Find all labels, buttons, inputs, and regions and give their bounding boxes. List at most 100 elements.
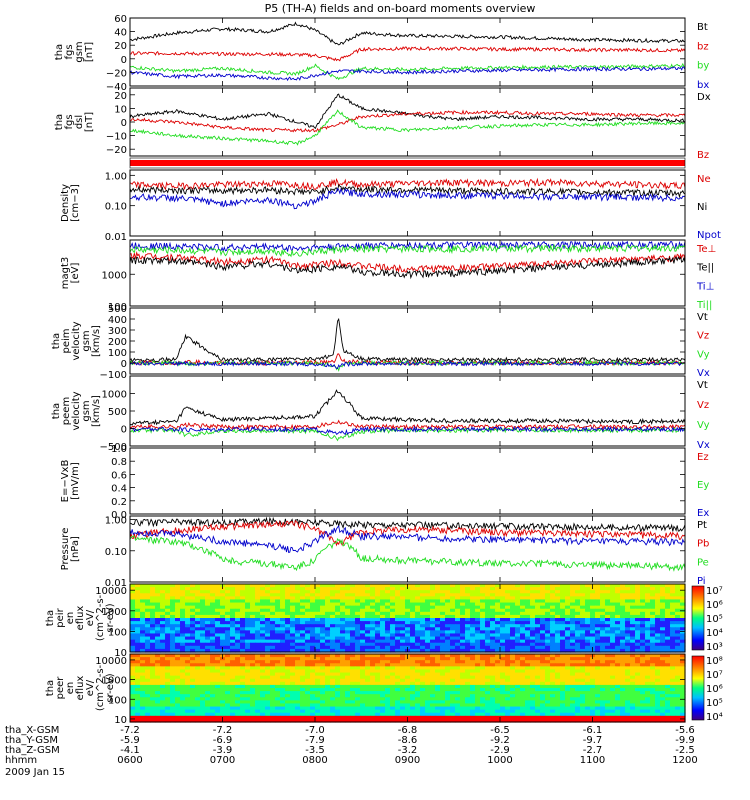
legend-entry: Vt — [697, 312, 708, 323]
series-line-Npot — [130, 187, 686, 210]
series-line-Te⊥ — [129, 251, 686, 273]
y-axis-label-line: tha — [51, 333, 62, 349]
legend-entry: Bt — [697, 22, 708, 33]
y-axis-label-line: tha — [54, 44, 65, 60]
footer-value: -3.9 — [213, 745, 233, 756]
panel-pressure: Pt Pb Pe Pi 1.00 0.10 0.01 Pressure [nPa] — [60, 515, 709, 589]
series-line-Pi — [129, 525, 686, 554]
legend-entry: Vz — [697, 400, 709, 411]
panel-frame — [129, 375, 686, 447]
legend-entry: Vx — [697, 440, 710, 451]
series-line-bz — [129, 46, 686, 62]
y-tick-label: 100 — [108, 302, 127, 313]
series-line-Bt — [129, 21, 686, 46]
legend-entry: Ex — [697, 508, 709, 519]
footer-row-label: tha_X-GSM — [5, 725, 59, 736]
y-tick-label: 0.6 — [111, 470, 127, 481]
panel-frame — [129, 515, 686, 583]
y-tick-label: 0.10 — [105, 547, 127, 558]
y-tick-label: 20 — [114, 41, 127, 52]
y-tick-label: 0.10 — [105, 202, 127, 213]
legend-entry: Pb — [697, 539, 709, 550]
legend-entry: Ti|| — [696, 300, 712, 311]
panel-e_field: Ez Ey Ex 1.0 0.8 0.6 0.4 0.2 0.0 E=−VxB [mV/m] — [60, 444, 709, 521]
series-line-Pe — [129, 535, 686, 572]
y-axis-label: tha fgs dsl [nT] — [54, 112, 95, 132]
y-tick-label: 200 — [108, 337, 127, 348]
panel-frame — [129, 87, 686, 157]
footer-value: -7.2 — [120, 725, 140, 736]
y-tick-label: −20 — [106, 145, 127, 156]
y-axis-label-line: [nPa] — [70, 536, 81, 562]
y-tick-label: 0 — [121, 55, 127, 66]
y-axis-label-line: magt3 — [60, 257, 71, 290]
series-line-Vt — [129, 389, 686, 426]
footer-value: -5.6 — [675, 725, 695, 736]
footer: tha_X-GSM -7.2 -7.2 -7.0 -6.8 -6.5 -6.1 -5.6 tha… — [5, 725, 698, 778]
y-axis-label-line: eflux — [75, 606, 86, 631]
colorbar-tick-label: 10³ — [706, 642, 723, 653]
spectrogram-peir_eflux — [130, 584, 686, 653]
y-axis-label-line: [nT] — [84, 42, 95, 62]
footer-value: -8.6 — [398, 735, 418, 746]
colorbar-tick-label: 10⁵ — [706, 698, 723, 709]
panel-frame — [129, 169, 686, 237]
colorbar-peer_eflux — [691, 655, 705, 721]
footer-value: 0900 — [395, 755, 420, 766]
legend-entry: Vz — [697, 331, 709, 342]
legend-entry: bz — [697, 41, 709, 52]
y-tick-label: 100 — [108, 695, 127, 706]
series-line-green — [129, 109, 686, 146]
legend-entry: Pt — [697, 520, 707, 531]
y-axis-label-line: [eV] — [70, 263, 81, 284]
y-tick-label: 500 — [108, 407, 127, 418]
footer-value: -4.1 — [120, 745, 140, 756]
series-line-Ni — [129, 183, 686, 199]
y-tick-label: −20 — [106, 68, 127, 79]
y-axis-label-line: [km/s] — [91, 325, 102, 357]
y-tick-label: 60 — [114, 14, 127, 25]
series-line-Vy — [129, 426, 686, 442]
footer-value: -6.1 — [583, 725, 603, 736]
y-axis-label: E=−VxB [mV/m] — [60, 460, 81, 503]
y-tick-label: 500 — [108, 304, 127, 315]
legend-entry: bx — [697, 80, 709, 91]
y-tick-label: 1000 — [102, 607, 127, 618]
panel-frame — [129, 447, 686, 515]
y-axis-label-line: gsm — [81, 400, 92, 421]
y-axis-label-line: sr-eV) — [105, 673, 116, 702]
colorbar-tick-label: 10⁷ — [706, 670, 723, 681]
y-tick-label: 300 — [108, 326, 127, 337]
footer-row-label: tha_Z-GSM — [5, 745, 60, 756]
y-tick-label: −10 — [106, 132, 127, 143]
panel-peem_velocity: Vt Vz Vy Vx 1000 500 0 −500 tha peem velocity gsm [k… — [51, 375, 710, 453]
legend-entry: Te|| — [696, 263, 714, 274]
y-axis-label-line: Pressure — [60, 528, 71, 571]
footer-value: 0800 — [302, 755, 327, 766]
y-tick-label: −40 — [106, 82, 127, 93]
y-axis-label: tha peem velocity gsm [km/s] — [51, 391, 102, 430]
y-axis-label-line: [mV/m] — [70, 462, 81, 500]
footer-value: -2.5 — [675, 745, 695, 756]
y-axis-label-line: en — [65, 612, 76, 625]
y-axis-label-line: E=−VxB — [60, 460, 71, 503]
legend-entry: Dx — [697, 92, 711, 103]
y-axis-label-line: (cm^2-s- — [95, 664, 106, 711]
y-tick-label: 10000 — [95, 656, 127, 667]
legend-entry: Ne — [697, 174, 711, 185]
footer-value: -6.8 — [398, 725, 418, 736]
series-line-Pb — [129, 519, 686, 547]
series-line-Dx — [129, 93, 686, 130]
footer-value: -9.7 — [583, 735, 603, 746]
y-axis-label-line: velocity — [71, 391, 82, 430]
series-line-Ti|| — [129, 243, 686, 258]
y-tick-label: 0 — [121, 118, 127, 129]
y-tick-label: 400 — [108, 315, 127, 326]
spectrogram-peer_eflux — [130, 654, 686, 723]
y-axis-label-line: Density — [60, 184, 71, 222]
y-axis-label-line: en — [65, 682, 76, 695]
y-axis-label-line: tha — [51, 403, 62, 419]
